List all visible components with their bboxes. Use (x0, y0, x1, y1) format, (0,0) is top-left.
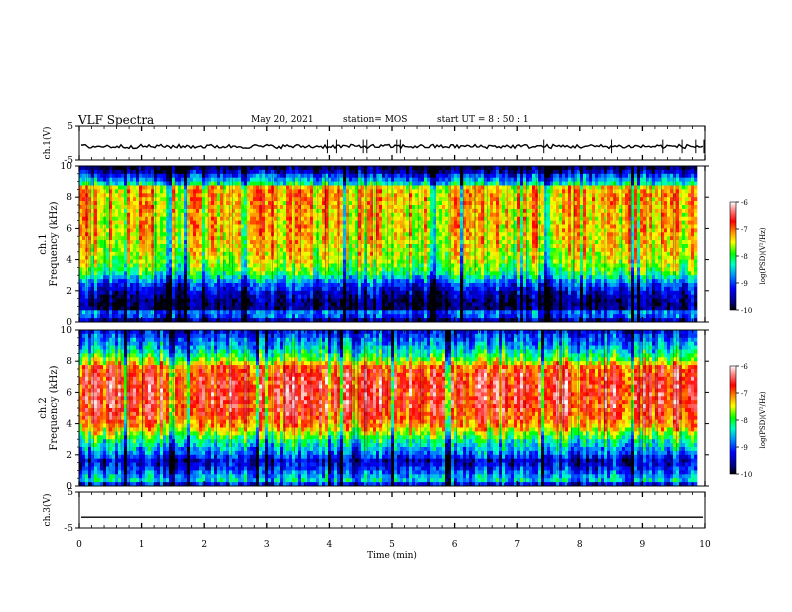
ch1-waveform-ytick: -5 (64, 156, 73, 166)
ch2-spectrogram-image (79, 330, 698, 487)
x-tick-label: 2 (201, 540, 207, 550)
ch1-waveform-ylabel: ch.1(V) (42, 127, 53, 160)
ch2-spectrogram-ylabel-channel: ch.2 (38, 397, 49, 419)
ch1-spectrogram-ytick: 10 (61, 162, 73, 172)
spectrogram-layer (79, 166, 698, 487)
ch1-spectrogram-colorbar-tick: -6 (741, 199, 748, 207)
date-label: May 20, 2021 (251, 115, 314, 125)
ch1-spectrogram-colorbar (729, 201, 737, 311)
station-label: station= MOS (343, 115, 408, 125)
ch1-spectrogram-ytick: 8 (66, 193, 72, 203)
ch2-spectrogram-ylabel-frequency: Frequency (kHz) (49, 365, 60, 450)
ch2-spectrogram-ytick: 2 (66, 451, 72, 461)
x-tick-label: 9 (640, 540, 646, 550)
ch2-spectrogram-ytick: 0 (66, 482, 72, 492)
ch1-spectrogram-ytick: 0 (66, 318, 72, 328)
ch2-spectrogram-colorbar (729, 365, 737, 475)
ch2-spectrogram-ytick: 4 (66, 420, 72, 430)
ch1-spectrogram-ylabel-channel: ch.1 (38, 233, 49, 255)
ch1-spectrogram-ytick: 6 (66, 224, 72, 234)
x-tick-label: 7 (514, 540, 520, 550)
ch1-spectrogram-colorbar-tick: -10 (741, 307, 752, 315)
ch1-spectrogram-colorbar-label: log(PSD)(V²/Hz) (759, 227, 767, 284)
ch2-spectrogram-colorbar-tick: -7 (741, 390, 748, 398)
x-tick-label: 6 (452, 540, 458, 550)
start-time-label: start UT = 8 : 50 : 1 (437, 115, 529, 125)
ch2-spectrogram-colorbar-tick: -10 (741, 471, 752, 479)
x-tick-label: 0 (76, 540, 82, 550)
ch2-spectrogram-colorbar-tick: -6 (741, 363, 748, 371)
x-tick-label: 1 (139, 540, 145, 550)
ch1-spectrogram-colorbar-tick: -8 (741, 253, 748, 261)
x-tick-label: 3 (264, 540, 270, 550)
ch3-waveform-ytick: -5 (64, 524, 73, 534)
x-tick-label: 10 (699, 540, 711, 550)
ch2-spectrogram-ytick: 6 (66, 388, 72, 398)
x-tick-label: 8 (577, 540, 583, 550)
ch1-spectrogram-ytick: 4 (66, 256, 72, 266)
ch2-spectrogram-ytick: 8 (66, 357, 72, 367)
ch1-spectrogram-ylabel-frequency: Frequency (kHz) (49, 201, 60, 286)
ch1-spectrogram-image (79, 166, 698, 323)
ch1-spectrogram-colorbar-tick: -7 (741, 226, 748, 234)
ch3-waveform-ytick: 5 (67, 488, 73, 498)
ch1-waveform-ytick: 5 (67, 122, 73, 132)
x-axis-label: Time (min) (367, 550, 417, 561)
ch2-spectrogram-colorbar-tick: -8 (741, 417, 748, 425)
ch2-spectrogram-colorbar-label: log(PSD)(V²/Hz) (759, 391, 767, 448)
ch3-waveform-frame (78, 491, 706, 529)
x-tick-label: 5 (389, 540, 395, 550)
ch2-spectrogram-ytick: 10 (61, 326, 73, 336)
x-tick-label: 4 (327, 540, 333, 550)
ch1-spectrogram-ytick: 2 (66, 287, 72, 297)
ch3-waveform-ylabel: ch.3(V) (42, 494, 53, 527)
ch1-spectrogram-colorbar-tick: -9 (741, 280, 748, 288)
ch2-spectrogram-colorbar-tick: -9 (741, 444, 748, 452)
ch1-waveform-line (81, 143, 704, 150)
chart-title: VLF Spectra (78, 113, 155, 127)
